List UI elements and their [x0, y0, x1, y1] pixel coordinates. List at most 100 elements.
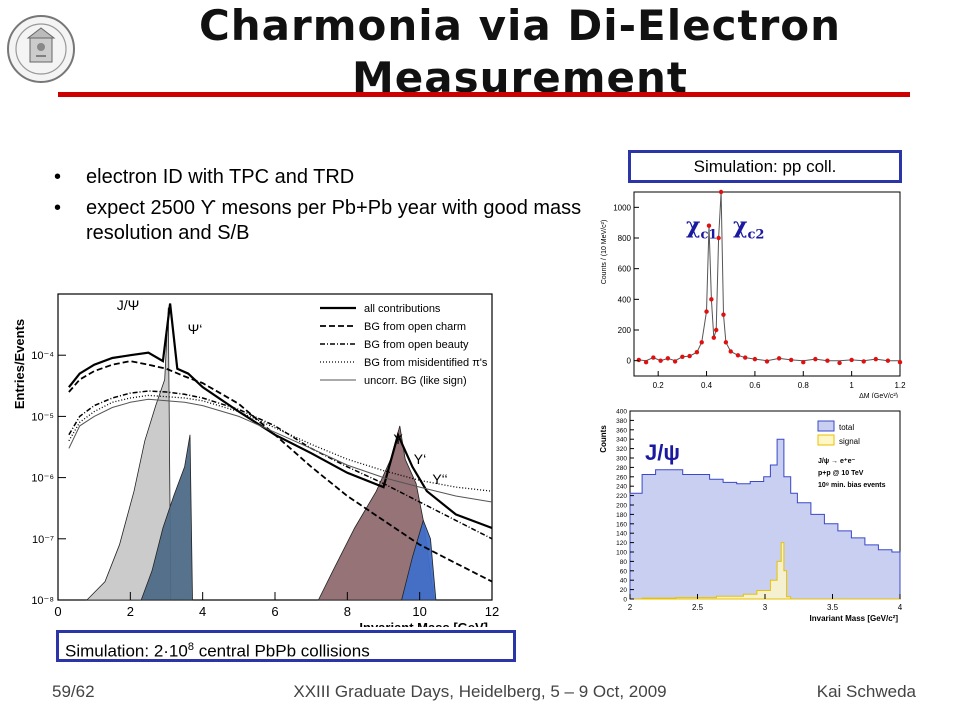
- data-point: [680, 354, 685, 360]
- data-point: [714, 327, 719, 333]
- data-point: [861, 359, 866, 364]
- series-line-4: [68, 398, 493, 503]
- data-point: [709, 297, 714, 302]
- bullet-item: • expect 2500 ϒ mesons per Pb+Pb year wit…: [50, 196, 590, 246]
- title-underline: [58, 92, 910, 97]
- x-tick-label: 6: [271, 604, 278, 619]
- y-tick-label: 400: [618, 295, 632, 304]
- chi-c1-annotation: χc1: [686, 213, 717, 242]
- simulation-pbpb-suffix: central PbPb collisions: [193, 641, 370, 661]
- data-point: [694, 350, 700, 355]
- legend-label: all contributions: [364, 303, 441, 315]
- info-text: 10⁸ min. bias events: [818, 482, 886, 489]
- info-text: p+p @ 10 TeV: [818, 470, 864, 477]
- jpsi-invariant-mass-plot: 2 2.5 3 3.5 40204060801001201401601802002202…: [599, 409, 903, 624]
- y-tick-label: 10⁻⁵: [31, 411, 54, 423]
- chi-c2-symbol: χ: [733, 213, 748, 239]
- x-tick-label: 10: [412, 604, 426, 619]
- y-tick-label: 300: [616, 456, 627, 463]
- footer-page-number: 59/62: [52, 682, 95, 701]
- x-axis-label: Invariant Mass [GeV]: [359, 620, 488, 627]
- chi-c2-subscript: c2: [747, 227, 765, 243]
- data-point: [728, 349, 733, 354]
- y-tick-label: 0: [623, 597, 627, 604]
- data-point: [885, 358, 891, 363]
- data-point: [699, 340, 704, 345]
- y-axis-label: Counts / (10 MeV/c²): [601, 220, 608, 285]
- bullet-item: • electron ID with TPC and TRD: [50, 165, 590, 190]
- dielectron-mass-plot: 0 2 4 6 8 10 12 10⁻⁸ 10⁻⁷ 10⁻⁶ 10⁻⁵ 10⁻⁴ Invariant M…: [12, 293, 499, 627]
- legend-label: BG from open charm: [364, 321, 466, 333]
- data-point: [721, 312, 726, 317]
- data-point: [651, 355, 656, 360]
- y-tick-label: 200: [616, 503, 627, 510]
- legend-swatch: [817, 434, 835, 446]
- title-line-1: Charmonia via Di-Electron: [198, 1, 842, 50]
- legend-label: BG from open beauty: [364, 339, 469, 351]
- info-text: J/ψ → e⁺e⁻: [818, 458, 855, 465]
- y-tick-label: 60: [620, 568, 628, 575]
- x-tick-label: 8: [344, 604, 351, 619]
- chi-c1-symbol: χ: [686, 213, 701, 239]
- peak-annotation: Υ: [393, 431, 403, 447]
- legend-swatch: [817, 420, 835, 432]
- data-point: [711, 335, 716, 340]
- university-seal-icon: [6, 14, 76, 84]
- data-point: [704, 309, 709, 314]
- data-point: [735, 353, 741, 358]
- x-axis-label: Invariant Mass [GeV/c²]: [810, 614, 899, 623]
- y-tick-label: 120: [616, 540, 627, 547]
- data-point: [706, 223, 712, 228]
- data-point: [801, 360, 806, 365]
- data-point: [718, 189, 724, 195]
- data-point: [849, 357, 854, 363]
- peak-annotation: Υ‘: [414, 451, 426, 467]
- bullet-text: electron ID with TPC and TRD: [86, 166, 355, 188]
- x-tick-label: 4: [199, 604, 206, 619]
- data-point: [658, 358, 663, 363]
- bullet-dot: •: [54, 166, 62, 188]
- x-tick-label: 0.2: [653, 381, 665, 390]
- x-tick-label: 2.5: [692, 603, 704, 612]
- data-point: [813, 356, 818, 362]
- x-tick-label: 4: [898, 603, 903, 612]
- y-axis-label: Entries/Events: [12, 319, 27, 409]
- x-tick-label: 3: [763, 603, 768, 612]
- jpsi-annotation: J/ψ: [645, 440, 680, 465]
- y-axis-label: Counts: [599, 425, 608, 453]
- x-tick-label: 1.2: [894, 381, 906, 390]
- data-point: [897, 360, 903, 365]
- jpsi-peak-fill: [85, 307, 172, 601]
- data-point: [752, 356, 758, 362]
- x-tick-label: 2: [127, 604, 134, 619]
- series-line-0: [68, 303, 493, 530]
- data-point: [672, 359, 678, 364]
- series-line-2: [68, 390, 493, 540]
- y-tick-label: 10⁻⁷: [32, 534, 54, 546]
- y-tick-label: 200: [618, 326, 632, 335]
- simulation-pbpb-label: Simulation: 2·108 central PbPb collision…: [56, 630, 516, 662]
- y-tick-label: 400: [616, 409, 627, 416]
- x-axis-label: ΔM (GeV/c²): [859, 393, 898, 398]
- chic-delta-mass-plot: 0.2 0.4 0.6 0.8 1 1.2 0 200 400 600 800 1000 ΔM (GeV…: [601, 189, 906, 398]
- legend-label: total: [839, 423, 854, 432]
- y-tick-label: 240: [616, 484, 627, 491]
- data-point: [665, 356, 671, 361]
- x-tick-label: 0: [54, 604, 61, 619]
- y-tick-label: 340: [616, 437, 627, 444]
- legend-label: BG from misidentified π's: [364, 357, 488, 369]
- y-tick-label: 160: [616, 521, 627, 528]
- data-point: [825, 358, 830, 363]
- bullet-text: expect 2500 ϒ mesons per Pb+Pb year with…: [86, 197, 582, 244]
- y-tick-label: 40: [620, 578, 628, 585]
- y-tick-label: 10⁻⁶: [31, 473, 54, 485]
- simulation-pp-label: Simulation: pp coll.: [628, 150, 902, 183]
- peak-annotation: J/Ψ: [117, 297, 140, 313]
- data-point: [764, 359, 770, 364]
- data-point: [776, 356, 782, 361]
- y-tick-label: 10⁻⁸: [31, 595, 54, 607]
- y-tick-label: 1000: [613, 203, 631, 212]
- data-point: [743, 355, 748, 360]
- x-tick-label: 0.8: [798, 381, 810, 390]
- y-tick-label: 360: [616, 427, 627, 434]
